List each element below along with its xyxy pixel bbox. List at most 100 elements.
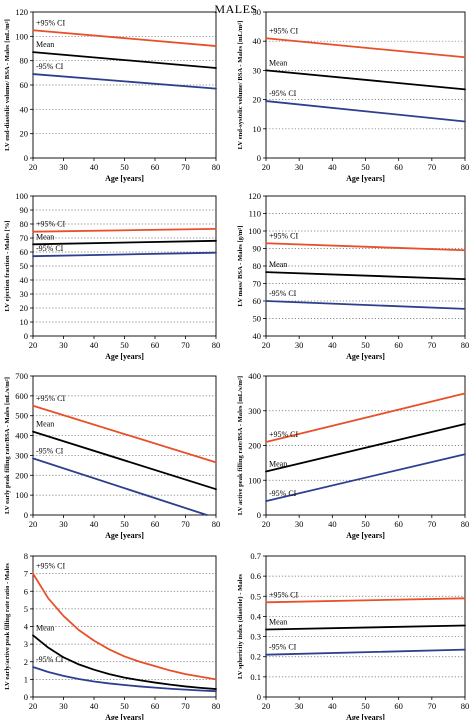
- y-tick-label: 50: [253, 7, 262, 17]
- series-line-lower: [265, 648, 466, 656]
- series-label-lower: -95% CI: [269, 289, 297, 298]
- y-tick-label: 0.4: [250, 611, 261, 621]
- x-tick-label: 80: [461, 701, 470, 711]
- x-tick-label: 20: [29, 340, 38, 350]
- y-tick-label: 20: [20, 303, 29, 313]
- y-tick-label: 80: [20, 219, 29, 229]
- x-tick-label: 50: [361, 701, 370, 711]
- x-axis-label: Age [years]: [346, 531, 385, 540]
- series-label-upper: +95% CI: [269, 590, 299, 599]
- series-label-mean: Mean: [269, 58, 287, 67]
- series-line-mean: [265, 423, 466, 473]
- series-line-mean: [32, 51, 217, 69]
- series-line-lower: [265, 100, 466, 123]
- x-tick-label: 50: [361, 519, 370, 529]
- series-label-lower: -95% CI: [36, 244, 64, 253]
- x-tick-label: 60: [394, 519, 403, 529]
- series-label-mean: Mean: [269, 260, 287, 269]
- x-tick-label: 80: [461, 162, 470, 172]
- y-tick-label: 50: [20, 261, 29, 271]
- y-tick-label: 100: [15, 191, 28, 201]
- x-tick-label: 80: [212, 519, 221, 529]
- y-tick-label: 600: [15, 391, 28, 401]
- y-tick-label: 30: [20, 289, 29, 299]
- panel-lv-ejection-fraction: 0 10 20 30 40 50 60 70 80 90 100 20 30 40 50 60 70 80 Age …: [4, 191, 220, 361]
- x-tick-label: 40: [328, 162, 337, 172]
- series-label-mean: Mean: [36, 40, 54, 49]
- figure-title: MALES: [214, 2, 258, 16]
- series-label-mean: Mean: [36, 623, 54, 632]
- x-tick-label: 50: [120, 162, 129, 172]
- x-tick-label: 50: [120, 340, 129, 350]
- series-label-upper: +95% CI: [36, 220, 66, 229]
- x-tick-label: 70: [428, 519, 437, 529]
- y-tick-label: 90: [20, 205, 29, 215]
- y-tick-label: 80: [20, 56, 29, 66]
- x-tick-label: 20: [29, 701, 38, 711]
- y-tick-label: 200: [248, 441, 261, 451]
- series-line-lower: [265, 453, 466, 503]
- x-tick-label: 60: [394, 340, 403, 350]
- y-axis-label: LV ejection fraction - Males [%]: [4, 220, 11, 311]
- y-tick-label: 2: [24, 657, 28, 667]
- x-tick-label: 40: [90, 701, 99, 711]
- series-line-lower: [32, 73, 217, 90]
- series-line-lower: [32, 666, 217, 693]
- y-tick-label: 500: [15, 411, 28, 421]
- y-tick-label: 20: [20, 129, 29, 139]
- y-tick-label: 6: [24, 586, 28, 596]
- panel-lv-early-active-pfr-ratio: 0 1 2 3 4 5 6 7 8 20 30 40 50 60 70 80 Age [years] LV ear…: [4, 551, 220, 720]
- x-tick-label: 30: [295, 519, 304, 529]
- y-axis-label: LV active peak filling rate/BSA - Males …: [237, 376, 244, 515]
- series-line-upper: [265, 242, 466, 252]
- y-tick-label: 30: [253, 65, 262, 75]
- series-label-upper: +95% CI: [36, 18, 66, 27]
- y-tick-label: 0: [24, 153, 28, 163]
- x-axis-label: Age [years]: [105, 531, 144, 540]
- y-tick-label: 300: [15, 450, 28, 460]
- series-label-upper: +95% CI: [269, 231, 299, 240]
- series-line-lower: [32, 457, 208, 516]
- series-line-upper: [265, 37, 466, 59]
- panel-lv-active-pfr-bsa: 0 100 200 300 400 20 30 40 50 60 70 80 Age [years] LV…: [237, 371, 469, 540]
- y-tick-label: 7: [24, 569, 28, 579]
- plot-frame: [32, 11, 217, 159]
- series-label-mean: Mean: [269, 618, 287, 627]
- x-tick-label: 30: [59, 701, 68, 711]
- x-tick-label: 70: [428, 701, 437, 711]
- y-tick-label: 0.5: [250, 591, 261, 601]
- x-tick-label: 80: [461, 340, 470, 350]
- y-tick-label: 700: [15, 371, 28, 381]
- x-tick-label: 70: [181, 519, 190, 529]
- x-axis-label: Age [years]: [346, 713, 385, 720]
- x-tick-label: 20: [262, 701, 271, 711]
- series-label-lower: -95% CI: [36, 655, 64, 664]
- y-tick-label: 120: [248, 191, 261, 201]
- y-tick-label: 1: [24, 674, 28, 684]
- x-tick-label: 30: [295, 162, 304, 172]
- y-tick-label: 4: [24, 622, 29, 632]
- series-label-upper: +95% CI: [36, 394, 66, 403]
- x-tick-label: 30: [295, 701, 304, 711]
- x-tick-label: 40: [90, 519, 99, 529]
- x-tick-label: 70: [181, 701, 190, 711]
- series-line-lower: [265, 300, 466, 310]
- y-tick-label: 60: [253, 296, 262, 306]
- series-line-upper: [32, 227, 217, 233]
- series-line-upper: [265, 597, 466, 604]
- y-tick-label: 40: [20, 104, 29, 114]
- x-tick-label: 80: [212, 162, 221, 172]
- y-tick-label: 120: [15, 7, 28, 17]
- x-tick-label: 20: [262, 340, 271, 350]
- x-tick-label: 20: [29, 162, 38, 172]
- x-tick-label: 60: [151, 162, 160, 172]
- x-axis-label: Age [years]: [105, 174, 144, 183]
- panel-lv-early-pfr-bsa: 0 100 200 300 400 500 600 700 20 30 40 50 60 70 80 Age …: [4, 371, 220, 540]
- y-tick-label: 400: [15, 431, 28, 441]
- y-tick-label: 8: [24, 551, 28, 561]
- x-tick-label: 20: [262, 162, 271, 172]
- y-tick-label: 5: [24, 604, 28, 614]
- series-label-upper: +95% CI: [36, 562, 66, 571]
